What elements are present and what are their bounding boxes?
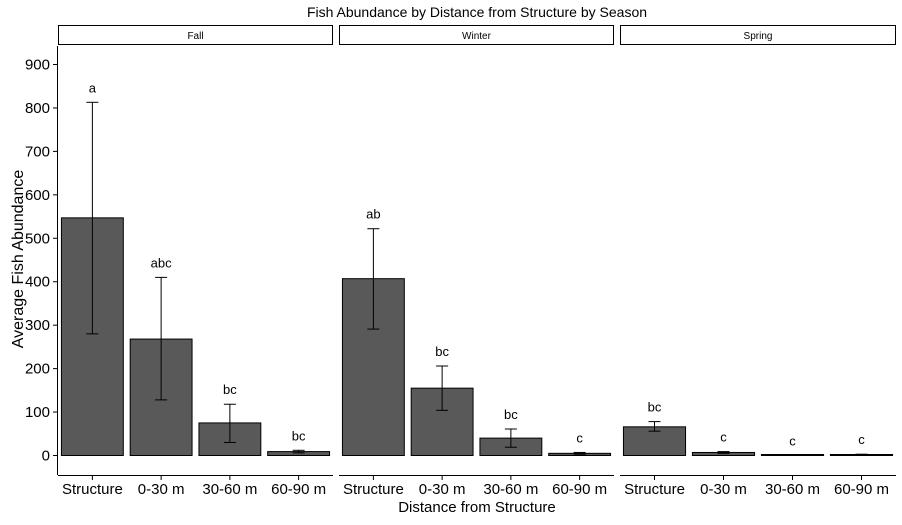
panel-fall: Fall a Structure abc 0-30 m bc 30-60 m bc 60-90 …	[58, 25, 333, 498]
x-tick-label: 30-60 m	[765, 481, 820, 498]
bar	[760, 454, 825, 456]
x-tick-label: 60-90 m	[552, 481, 607, 498]
y-tick-label: 400	[25, 274, 50, 291]
panel-strip	[339, 25, 614, 45]
significance-label: c	[789, 434, 796, 449]
panel-strip-label: Winter	[462, 31, 492, 42]
y-tick-label: 200	[25, 361, 50, 378]
significance-label: bc	[223, 382, 237, 397]
y-axis-title: Average Fish Abundance	[10, 170, 27, 349]
y-tick-label: 0	[42, 448, 50, 465]
y-tick-label: 700	[25, 143, 50, 160]
panel-winter: Winter ab Structure bc 0-30 m bc 30-60 m c 60-90…	[339, 25, 614, 498]
x-tick-label: 0-30 m	[700, 481, 747, 498]
significance-label: c	[720, 430, 727, 445]
significance-label: bc	[292, 428, 306, 443]
x-tick-label: 0-30 m	[138, 481, 185, 498]
panel-spring: Spring bc Structure c 0-30 m c 30-60 m c 60-90 m	[620, 25, 896, 498]
significance-label: bc	[504, 407, 518, 422]
significance-label: bc	[435, 344, 449, 359]
significance-label: bc	[648, 400, 662, 415]
chart-title: Fish Abundance by Distance from Structur…	[307, 4, 647, 20]
x-tick-label: Structure	[343, 481, 404, 498]
significance-label: c	[576, 430, 583, 445]
significance-label: c	[858, 432, 865, 447]
y-tick-label: 600	[25, 187, 50, 204]
panel-strip	[58, 25, 333, 45]
y-tick-label: 900	[25, 57, 50, 74]
x-tick-label: 30-60 m	[202, 481, 257, 498]
y-tick-label: 500	[25, 230, 50, 247]
x-axis-title: Distance from Structure	[398, 499, 556, 516]
y-tick-label: 100	[25, 404, 50, 421]
x-tick-label: 60-90 m	[271, 481, 326, 498]
y-tick-label: 300	[25, 317, 50, 334]
y-axis: 0 100 200 300 400 500 600 700 800 900	[25, 46, 58, 475]
panel-strip-label: Fall	[187, 31, 203, 42]
significance-label: ab	[366, 207, 380, 222]
significance-label: abc	[151, 255, 172, 270]
panel-strip-label: Spring	[744, 31, 773, 42]
x-tick-label: 60-90 m	[834, 481, 889, 498]
panel-strip	[620, 25, 896, 45]
significance-label: a	[89, 80, 97, 95]
x-tick-label: Structure	[624, 481, 685, 498]
x-tick-label: 30-60 m	[483, 481, 538, 498]
x-tick-label: Structure	[62, 481, 123, 498]
y-tick-label: 800	[25, 100, 50, 117]
x-tick-label: 0-30 m	[419, 481, 466, 498]
